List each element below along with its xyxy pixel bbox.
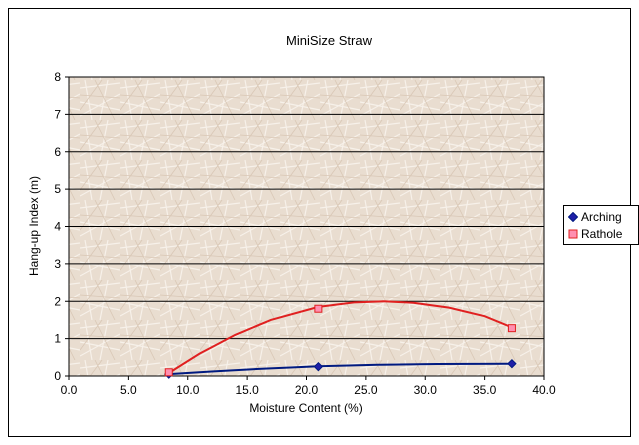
- chart-title: MiniSize Straw: [286, 33, 373, 48]
- y-tick-labels: 0 1 2 3 4 5 6 7 8: [54, 70, 61, 383]
- x-tick-label: 10.0: [176, 383, 200, 397]
- x-tick-label: 5.0: [120, 383, 137, 397]
- x-tick-label: 35.0: [473, 383, 497, 397]
- x-tick-label: 30.0: [414, 383, 438, 397]
- data-point-arching: [507, 358, 517, 369]
- data-point-rathole: [314, 304, 323, 313]
- legend: Arching Rathole: [563, 205, 639, 245]
- diamond-marker-icon: [568, 212, 578, 222]
- trendline-rathole: [168, 300, 513, 374]
- legend-item-arching: Arching: [568, 209, 622, 225]
- legend-label-rathole: Rathole: [581, 227, 623, 241]
- y-tick-label: 7: [54, 107, 61, 121]
- x-axis-label: Moisture Content (%): [249, 401, 362, 415]
- y-tick-label: 5: [54, 182, 61, 196]
- grid-lines: [69, 76, 544, 340]
- y-tick-label: 2: [54, 294, 61, 308]
- x-tick-label: 20.0: [295, 383, 319, 397]
- square-marker-icon: [568, 229, 578, 239]
- y-tick-label: 3: [54, 257, 61, 271]
- y-tick-label: 4: [54, 220, 61, 234]
- x-tick-label: 40.0: [532, 383, 556, 397]
- axes: [65, 76, 545, 380]
- data-point-rathole: [507, 324, 516, 333]
- y-tick-label: 6: [54, 145, 61, 159]
- series-layer: [164, 300, 517, 379]
- y-axis-label: Hang-up Index (m): [27, 176, 41, 276]
- y-tick-label: 1: [54, 332, 61, 346]
- y-tick-label: 0: [54, 369, 61, 383]
- legend-label-arching: Arching: [581, 210, 622, 224]
- y-tick-label: 8: [54, 70, 61, 84]
- data-point-arching: [313, 361, 324, 372]
- x-tick-label: 15.0: [235, 383, 259, 397]
- x-tick-labels: 0.0 5.0 10.0 15.0 20.0 25.0 30.0 35.0 40.0: [61, 383, 556, 397]
- x-tick-label: 25.0: [354, 383, 378, 397]
- data-point-rathole: [164, 368, 173, 377]
- x-tick-label: 0.0: [61, 383, 78, 397]
- legend-item-rathole: Rathole: [568, 226, 622, 242]
